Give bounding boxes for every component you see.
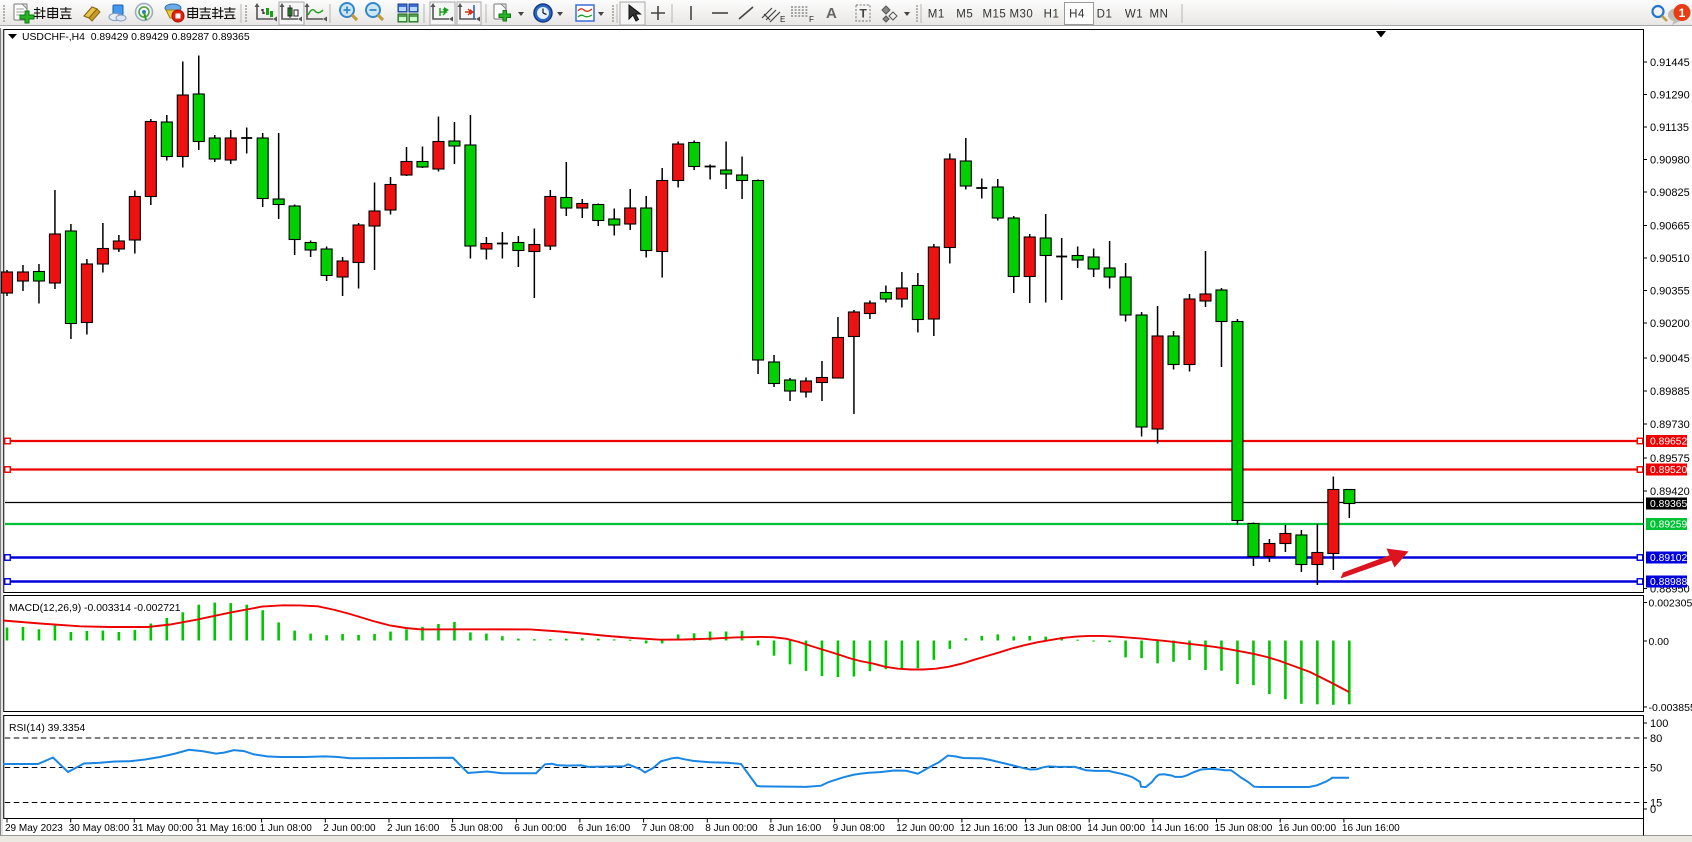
- svg-text:0.90045: 0.90045: [1650, 353, 1690, 365]
- svg-text:0.89102: 0.89102: [1650, 553, 1687, 564]
- svg-text:13 Jun 08:00: 13 Jun 08:00: [1024, 823, 1082, 834]
- svg-text:14 Jun 16:00: 14 Jun 16:00: [1151, 823, 1209, 834]
- svg-text:M1: M1: [928, 9, 945, 21]
- svg-text:16 Jun 16:00: 16 Jun 16:00: [1342, 823, 1400, 834]
- svg-text:7 Jun 08:00: 7 Jun 08:00: [642, 823, 695, 834]
- svg-text:M5: M5: [956, 9, 973, 21]
- svg-text:31 May 16:00: 31 May 16:00: [196, 823, 257, 834]
- svg-text:31 May 00:00: 31 May 00:00: [132, 823, 193, 834]
- svg-text:0.89730: 0.89730: [1650, 419, 1690, 431]
- svg-text:0.90200: 0.90200: [1650, 318, 1690, 330]
- svg-text:0.90665: 0.90665: [1650, 220, 1690, 232]
- svg-text:0: 0: [1650, 804, 1656, 816]
- svg-text:5 Jun 08:00: 5 Jun 08:00: [451, 823, 504, 834]
- svg-text:0.90980: 0.90980: [1650, 154, 1690, 166]
- svg-text:12 Jun 00:00: 12 Jun 00:00: [896, 823, 954, 834]
- svg-text:E: E: [780, 15, 785, 24]
- svg-text:0.89520: 0.89520: [1650, 465, 1687, 476]
- svg-text:H4: H4: [1069, 9, 1085, 21]
- svg-text:2 Jun 00:00: 2 Jun 00:00: [323, 823, 376, 834]
- svg-text:15 Jun 08:00: 15 Jun 08:00: [1215, 823, 1273, 834]
- svg-text:0.89259: 0.89259: [1650, 520, 1687, 531]
- svg-text:0.00: 0.00: [1649, 636, 1670, 648]
- svg-text:6 Jun 16:00: 6 Jun 16:00: [578, 823, 631, 834]
- svg-text:0.002305: 0.002305: [1649, 597, 1692, 609]
- svg-text:50: 50: [1650, 762, 1662, 774]
- svg-text:0.89420: 0.89420: [1650, 486, 1690, 498]
- svg-text:0.90355: 0.90355: [1650, 285, 1690, 297]
- svg-text:8 Jun 00:00: 8 Jun 00:00: [705, 823, 758, 834]
- svg-text:0.91290: 0.91290: [1650, 89, 1690, 101]
- svg-text:-0.003855: -0.003855: [1649, 702, 1692, 714]
- svg-text:0.89365: 0.89365: [1650, 499, 1687, 510]
- svg-text:0.89652: 0.89652: [1650, 437, 1687, 448]
- svg-text:0.88988: 0.88988: [1650, 577, 1687, 588]
- svg-text:0.89885: 0.89885: [1650, 386, 1690, 398]
- svg-text:0.91135: 0.91135: [1650, 122, 1689, 134]
- svg-text:1: 1: [1679, 6, 1686, 20]
- svg-text:80: 80: [1650, 733, 1662, 745]
- svg-text:MACD(12,26,9) -0.003314 -0.002: MACD(12,26,9) -0.003314 -0.002721: [9, 603, 181, 614]
- svg-text:6 Jun 00:00: 6 Jun 00:00: [514, 823, 567, 834]
- svg-text:15: 15: [1650, 797, 1662, 809]
- svg-text:A: A: [826, 5, 837, 22]
- svg-text:8 Jun 16:00: 8 Jun 16:00: [769, 823, 822, 834]
- svg-text:100: 100: [1650, 718, 1668, 730]
- svg-text:MN: MN: [1150, 9, 1169, 21]
- svg-text:30 May 08:00: 30 May 08:00: [69, 823, 130, 834]
- svg-text:1 Jun 08:00: 1 Jun 08:00: [260, 823, 313, 834]
- svg-text:0.91445: 0.91445: [1650, 57, 1690, 69]
- svg-text:W1: W1: [1125, 9, 1143, 21]
- svg-text:USDCHF-,H4 0.89429 0.89429 0.: USDCHF-,H4 0.89429 0.89429 0.89287 0.893…: [22, 32, 250, 43]
- svg-text:0.90510: 0.90510: [1650, 253, 1690, 265]
- svg-text:14 Jun 00:00: 14 Jun 00:00: [1087, 823, 1145, 834]
- svg-text:0.90825: 0.90825: [1650, 187, 1690, 199]
- svg-text:16 Jun 00:00: 16 Jun 00:00: [1278, 823, 1336, 834]
- svg-text:RSI(14) 39.3354: RSI(14) 39.3354: [9, 723, 85, 734]
- svg-text:M15: M15: [982, 9, 1006, 21]
- svg-text:D1: D1: [1097, 9, 1113, 21]
- svg-text:12 Jun 16:00: 12 Jun 16:00: [960, 823, 1018, 834]
- svg-text:0.89575: 0.89575: [1650, 453, 1690, 465]
- svg-text:9 Jun 08:00: 9 Jun 08:00: [833, 823, 886, 834]
- svg-text:H1: H1: [1044, 9, 1060, 21]
- svg-text:M30: M30: [1009, 9, 1033, 21]
- svg-text:T: T: [860, 7, 868, 21]
- svg-text:F: F: [809, 15, 814, 24]
- svg-text:2 Jun 16:00: 2 Jun 16:00: [387, 823, 440, 834]
- svg-text:29 May 2023: 29 May 2023: [5, 823, 63, 834]
